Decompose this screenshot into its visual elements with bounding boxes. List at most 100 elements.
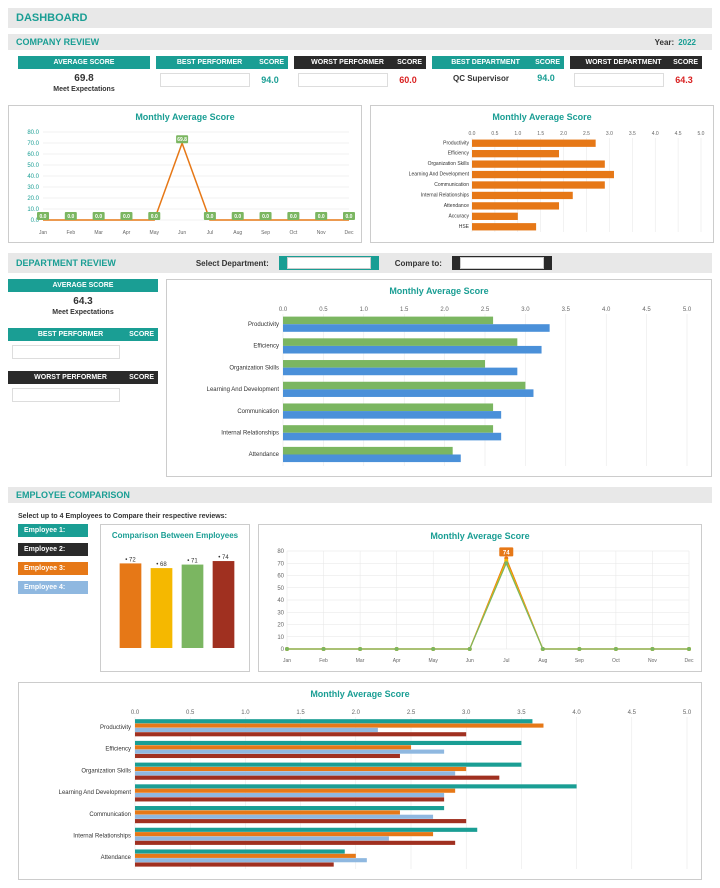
dept-sel-lbl: Select Department: (196, 259, 269, 268)
dept-chart-svg: 0.00.51.01.52.02.53.03.54.04.55.0Product… (173, 300, 693, 470)
emp-bar-title: Comparison Between Employees (107, 531, 243, 540)
kpi-worst-dept: WORST DEPARTMENTSCORE 64.3 (570, 56, 702, 97)
dept-compare[interactable] (452, 256, 552, 270)
kpi-wp-h: WORST PERFORMER (298, 59, 397, 66)
svg-text:Sep: Sep (261, 230, 270, 236)
company-review-bar: COMPANY REVIEW Year: 2022 (8, 34, 712, 50)
svg-text:10: 10 (277, 635, 284, 641)
emp-label-2[interactable]: Employee 2: (18, 543, 88, 556)
kpi-best-dept: BEST DEPARTMENTSCORE QC Supervisor94.0 (432, 56, 564, 97)
dept-avg-v: 64.3 (12, 296, 154, 307)
svg-text:• 68: • 68 (156, 562, 167, 568)
kpi-wd-h: WORST DEPARTMENT (574, 59, 673, 66)
svg-text:Jul: Jul (207, 230, 213, 236)
emp-label-4[interactable]: Employee 4: (18, 581, 88, 594)
svg-text:2.5: 2.5 (583, 131, 590, 137)
svg-text:Mar: Mar (94, 230, 103, 236)
svg-text:69.8: 69.8 (177, 137, 187, 143)
svg-text:40: 40 (277, 598, 284, 604)
emp-hbar-title: Monthly Average Score (25, 689, 695, 699)
svg-text:Learning And Development: Learning And Development (59, 790, 132, 796)
svg-text:0.0: 0.0 (151, 214, 158, 220)
svg-text:3.0: 3.0 (606, 131, 613, 137)
company-line-chart: Monthly Average Score 0.010.020.030.040.… (8, 105, 362, 243)
svg-text:20: 20 (277, 623, 284, 629)
dept-avg-h: AVERAGE SCORE (12, 282, 154, 289)
svg-text:Communication: Communication (434, 182, 469, 188)
svg-text:Jul: Jul (503, 658, 509, 664)
kpi-bp-sh: SCORE (259, 59, 284, 66)
svg-text:0.5: 0.5 (491, 131, 498, 137)
svg-text:1.5: 1.5 (537, 131, 544, 137)
svg-text:0.5: 0.5 (186, 710, 195, 716)
dept-kpi-avg: AVERAGE SCORE 64.3Meet Expectations (8, 279, 158, 320)
svg-text:30.0: 30.0 (27, 185, 39, 191)
svg-text:70.0: 70.0 (27, 141, 39, 147)
svg-text:2.0: 2.0 (560, 131, 567, 137)
emp-bar-svg: • 72• 68• 71• 74 (107, 544, 247, 654)
emp-label-3[interactable]: Employee 3: (18, 562, 88, 575)
svg-text:Internal Relationships: Internal Relationships (221, 431, 279, 437)
svg-text:3.0: 3.0 (462, 710, 471, 716)
company-hbar-chart: Monthly Average Score 0.00.51.01.52.02.5… (370, 105, 714, 243)
svg-text:5.0: 5.0 (683, 307, 692, 313)
kpi-avg-t: Meet Expectations (22, 86, 146, 93)
svg-text:Productivity: Productivity (443, 140, 469, 146)
svg-text:Learning And Development: Learning And Development (207, 387, 280, 393)
svg-text:0.0: 0.0 (131, 710, 140, 716)
kpi-bd-name: QC Supervisor (436, 74, 526, 83)
svg-text:0.0: 0.0 (123, 214, 130, 220)
svg-text:Apr: Apr (393, 658, 401, 664)
dept-select[interactable] (279, 256, 379, 270)
year-value[interactable]: 2022 (678, 38, 696, 47)
kpi-wd-sh: SCORE (673, 59, 698, 66)
best-perf-box (160, 73, 250, 87)
svg-text:50.0: 50.0 (27, 163, 39, 169)
dept-chart-title: Monthly Average Score (173, 286, 705, 296)
svg-text:Oct: Oct (612, 658, 620, 664)
svg-text:4.0: 4.0 (572, 710, 581, 716)
dept-kpi-col: AVERAGE SCORE 64.3Meet Expectations BEST… (8, 279, 158, 477)
svg-text:0.0: 0.0 (40, 214, 47, 220)
kpi-worst-perf: WORST PERFORMERSCORE 60.0 (294, 56, 426, 97)
kpi-best-perf: BEST PERFORMERSCORE 94.0 (156, 56, 288, 97)
svg-text:0.0: 0.0 (469, 131, 476, 137)
emp-line-svg: 01020304050607080JanFebMarAprMayJunJulAu… (265, 545, 695, 665)
emp-hbar-svg: 0.00.51.01.52.02.53.03.54.04.55.0Product… (25, 703, 695, 873)
emp-line-title: Monthly Average Score (265, 531, 695, 541)
company-line-title: Monthly Average Score (15, 112, 355, 122)
svg-text:80.0: 80.0 (27, 130, 39, 136)
svg-text:Aug: Aug (233, 230, 242, 236)
emp-label-1[interactable]: Employee 1: (18, 524, 88, 537)
svg-text:• 72: • 72 (125, 557, 136, 563)
svg-text:1.5: 1.5 (296, 710, 305, 716)
svg-text:Jan: Jan (283, 658, 291, 664)
svg-text:Productivity: Productivity (248, 322, 279, 328)
worst-dept-box (574, 73, 664, 87)
svg-text:4.5: 4.5 (628, 710, 637, 716)
svg-text:Learning And Development: Learning And Development (409, 172, 470, 178)
dept-cmp-lbl: Compare to: (395, 259, 442, 268)
svg-text:Communication: Communication (89, 812, 131, 818)
dept-best-box (12, 345, 120, 359)
svg-text:Efficiency: Efficiency (448, 151, 470, 157)
svg-text:4.0: 4.0 (652, 131, 659, 137)
kpi-avg-h: AVERAGE SCORE (22, 59, 146, 66)
svg-text:Productivity: Productivity (100, 725, 131, 731)
dept-worst-sh: SCORE (129, 374, 154, 381)
svg-text:May: May (150, 230, 160, 236)
svg-text:2.0: 2.0 (352, 710, 361, 716)
emp-title: EMPLOYEE COMPARISON (16, 490, 130, 500)
emp-hbar-chart: Monthly Average Score 0.00.51.01.52.02.5… (18, 682, 702, 880)
dept-kpi-best: BEST PERFORMERSCORE (8, 328, 158, 363)
svg-text:0.0: 0.0 (279, 307, 288, 313)
svg-text:4.5: 4.5 (675, 131, 682, 137)
svg-text:0.0: 0.0 (206, 214, 213, 220)
svg-text:• 74: • 74 (218, 555, 229, 561)
svg-text:Oct: Oct (289, 230, 297, 236)
svg-text:Efficiency: Efficiency (105, 747, 131, 753)
svg-text:4.5: 4.5 (642, 307, 651, 313)
svg-text:Accuracy: Accuracy (448, 213, 469, 219)
company-kpi-row: AVERAGE SCORE 69.8Meet Expectations BEST… (8, 56, 712, 97)
svg-text:0.0: 0.0 (95, 214, 102, 220)
